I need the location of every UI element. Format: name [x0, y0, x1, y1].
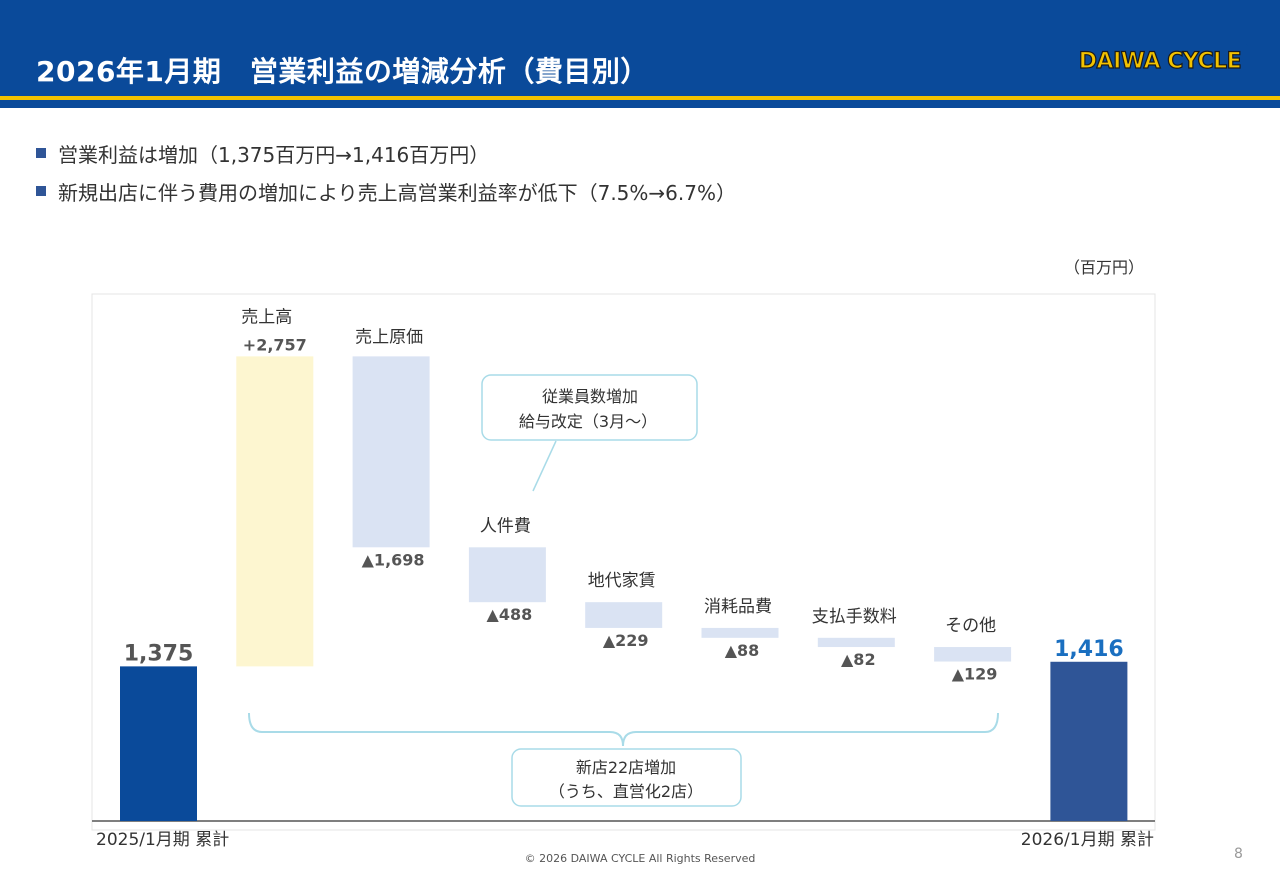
- page-number: 8: [1234, 846, 1243, 862]
- logo-daiwa-cycle: DAIWA CYCLE: [1070, 44, 1250, 76]
- category-label-8: 2026/1月期 累計: [1021, 830, 1154, 850]
- bar-6: [817, 637, 895, 648]
- callout-line-2: 給与改定（3月〜）: [519, 412, 657, 431]
- bar-8: [1050, 661, 1128, 821]
- value-label-7: ▲129: [952, 665, 998, 684]
- bullet-square-icon: [36, 148, 46, 158]
- category-label-5: 消耗品費: [704, 597, 772, 617]
- page-title: 2026年1月期 営業利益の増減分析（費目別）: [36, 55, 649, 88]
- copyright-footer: © 2026 DAIWA CYCLE All Rights Reserved: [524, 852, 756, 865]
- value-label-6: ▲82: [841, 650, 876, 669]
- category-label-0: 2025/1月期 累計: [96, 830, 229, 850]
- brace-bracket: [248, 712, 999, 747]
- brace-line-2: （うち、直営化2店）: [549, 782, 703, 801]
- brace-label-box: [511, 748, 742, 807]
- category-label-1: 売上高: [241, 307, 292, 327]
- brace-line-1: 新店22店増加: [576, 758, 676, 777]
- bar-0: [120, 666, 197, 821]
- plot-area-frame: [91, 293, 1156, 831]
- bar-4: [585, 602, 663, 628]
- value-label-8: 1,416: [1054, 637, 1124, 662]
- bar-3: [468, 547, 546, 603]
- bar-7: [934, 647, 1012, 662]
- unit-label: （百万円）: [1064, 258, 1145, 277]
- bullet-text: 営業利益は増加（1,375百万円→1,416百万円）: [58, 142, 490, 167]
- bullet-item: 新規出店に伴う費用の増加により売上高営業利益率が低下（7.5%→6.7%）: [36, 172, 736, 210]
- bar-1: [236, 356, 314, 667]
- value-label-5: ▲88: [725, 641, 760, 660]
- bullet-square-icon: [36, 186, 46, 196]
- category-label-6: 支払手数料: [812, 607, 897, 627]
- value-label-0: 1,375: [124, 641, 194, 666]
- callout-box: [481, 374, 698, 441]
- callout-pointer: [532, 440, 557, 492]
- value-label-3: ▲488: [487, 605, 533, 624]
- bullet-list: 営業利益は増加（1,375百万円→1,416百万円） 新規出店に伴う費用の増加に…: [36, 134, 736, 210]
- category-label-7: その他: [945, 616, 996, 636]
- bullet-item: 営業利益は増加（1,375百万円→1,416百万円）: [36, 134, 736, 172]
- category-label-3: 人件費: [480, 516, 531, 536]
- value-label-2: ▲1,698: [362, 550, 425, 569]
- value-label-1: +2,757: [243, 335, 307, 354]
- header-accent-line: [0, 96, 1280, 100]
- bullet-text: 新規出店に伴う費用の増加により売上高営業利益率が低下（7.5%→6.7%）: [58, 180, 736, 205]
- header-bottom-band: [0, 100, 1280, 108]
- callout-line-1: 従業員数増加: [542, 387, 638, 406]
- category-label-4: 地代家賃: [588, 571, 656, 591]
- category-label-2: 売上原価: [355, 327, 423, 347]
- logo-text: DAIWA CYCLE: [1079, 49, 1241, 74]
- bar-5: [701, 627, 779, 638]
- value-label-4: ▲229: [603, 631, 649, 650]
- header-bar: [0, 0, 1280, 96]
- bar-2: [352, 356, 430, 548]
